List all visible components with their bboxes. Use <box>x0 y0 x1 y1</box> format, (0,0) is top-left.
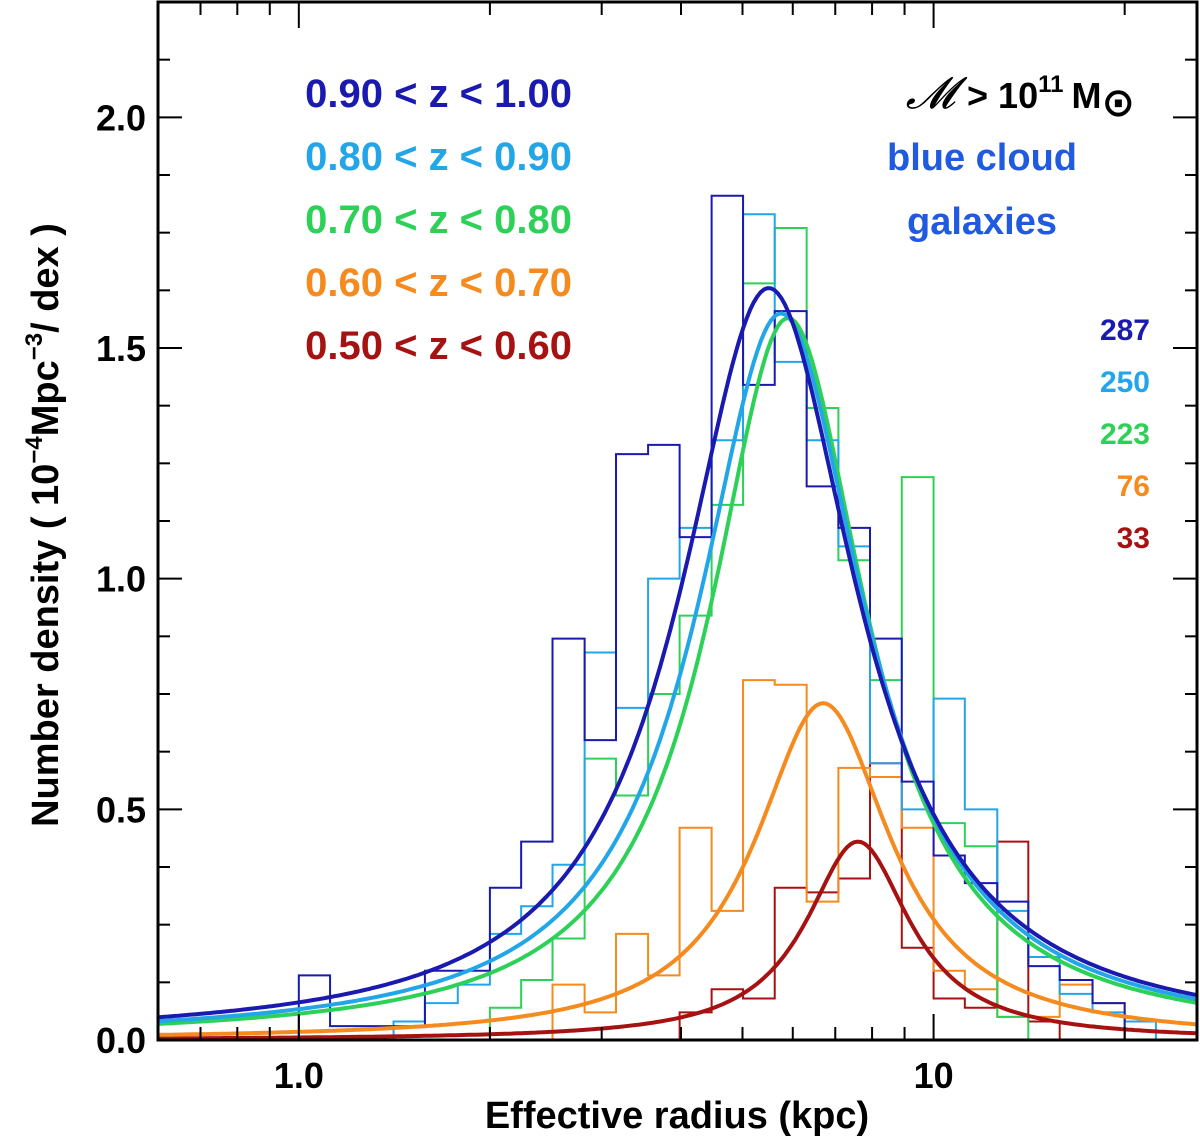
count-0.90-1.00: 287 <box>1100 314 1150 347</box>
population-label-line2: galaxies <box>907 201 1057 243</box>
y-tick-label: 0.0 <box>96 1020 146 1061</box>
plot-frame <box>156 0 1199 1042</box>
count-0.70-0.80: 223 <box>1100 418 1150 451</box>
histograms <box>297 194 1157 1040</box>
y-tick-label: 2.0 <box>96 97 146 138</box>
fit-curve-0.70-0.80 <box>157 315 1198 1026</box>
legend-item-0.90-1.00: 0.90 < z < 1.00 <box>305 72 572 116</box>
count-0.50-0.60: 33 <box>1117 522 1150 555</box>
population-label-line1: blue cloud <box>887 137 1077 179</box>
count-0.80-0.90: 250 <box>1100 366 1150 399</box>
legend-item-0.50-0.60: 0.50 < z < 0.60 <box>305 324 572 368</box>
y-tick-label: 1.5 <box>96 328 146 369</box>
series-counts: 287 250 223 76 33 <box>1100 314 1150 555</box>
x-axis-label: Effective radius (kpc) <box>485 1095 869 1137</box>
legend: 0.90 < z < 1.00 0.80 < z < 0.90 0.70 < z <… <box>305 72 572 368</box>
legend-item-0.70-0.80: 0.70 < z < 0.80 <box>305 198 572 242</box>
axis-ticks <box>157 1 1197 1041</box>
tick-labels: 0.0 0.5 1.0 1.5 2.0 1.0 10 <box>96 97 954 1096</box>
fit-curves <box>157 286 1198 1041</box>
y-tick-label: 1.0 <box>96 559 146 600</box>
fit-curve-0.80-0.90 <box>157 311 1198 1024</box>
x-tick-label: 10 <box>914 1055 954 1096</box>
fit-curve-0.90-1.00 <box>157 286 1198 1020</box>
legend-item-0.60-0.70: 0.60 < z < 0.70 <box>305 261 572 305</box>
x-tick-label: 1.0 <box>274 1055 324 1096</box>
fit-curve-0.60-0.70 <box>157 701 1198 1037</box>
fit-curve-0.50-0.60 <box>158 839 1198 1041</box>
mass-label: 𝓜 > 1011 M⊙ <box>906 68 1135 126</box>
y-axis-label: Number density ( 10−4Mpc−3/ dex ) <box>21 223 67 827</box>
count-0.60-0.70: 76 <box>1117 470 1150 503</box>
legend-item-0.80-0.90: 0.80 < z < 0.90 <box>305 135 572 179</box>
y-tick-label: 0.5 <box>96 789 146 830</box>
